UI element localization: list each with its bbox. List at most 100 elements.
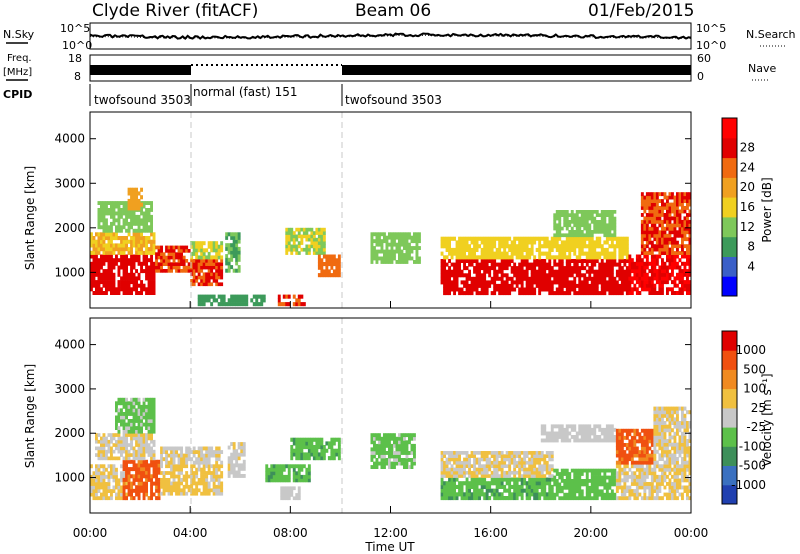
power-cell (578, 251, 582, 256)
velocity-cell (410, 443, 414, 448)
power-cell (195, 265, 199, 270)
power-cell (661, 287, 664, 292)
velocity-cell (150, 481, 153, 486)
power-cell (398, 235, 401, 240)
power-cell (560, 244, 564, 249)
velocity-cell (157, 459, 161, 464)
power-cell (455, 269, 459, 274)
power-cell (195, 244, 199, 249)
power-cell (666, 280, 669, 285)
power-cell (638, 269, 642, 274)
velocity-cell (533, 451, 537, 455)
power-cell (528, 240, 532, 245)
power-cell (548, 276, 552, 281)
power-cell (595, 273, 599, 278)
velocity-cell (152, 419, 156, 423)
power-cell (212, 262, 216, 266)
power-cell (127, 276, 131, 281)
power-cell (648, 230, 652, 235)
power-cell (543, 287, 547, 292)
power-cell (553, 216, 557, 221)
velocity-cell (280, 496, 284, 501)
power-cell (225, 246, 229, 251)
power-cell (485, 240, 489, 245)
power-cell (225, 268, 229, 273)
velocity-cell (445, 496, 449, 501)
power-cell (463, 247, 466, 252)
power-cell (215, 244, 219, 249)
power-cell (150, 247, 153, 252)
power-cell (235, 246, 239, 251)
power-cell (648, 240, 652, 245)
velocity-cell (187, 457, 191, 462)
velocity-cell (150, 408, 153, 413)
power-cell (127, 221, 131, 226)
power-cell (530, 276, 534, 281)
power-cell (240, 294, 244, 299)
velocity-cell (528, 492, 532, 497)
power-cell (538, 240, 542, 245)
power-cell (92, 269, 96, 274)
velocity-cell (465, 492, 469, 497)
velocity-cell (202, 471, 206, 475)
velocity-cell (383, 443, 386, 448)
power-cell (127, 272, 131, 277)
velocity-cell (498, 496, 502, 501)
power-cell (588, 266, 592, 271)
power-cell (132, 283, 136, 288)
velocity-cell (140, 477, 143, 482)
power-cell (390, 256, 394, 261)
power-cell (320, 258, 324, 263)
power-cell (490, 280, 494, 285)
power-cell (610, 244, 614, 249)
velocity-cell (302, 445, 306, 450)
power-cell (570, 287, 574, 292)
velocity-cell (332, 437, 336, 442)
power-cell (102, 208, 106, 212)
velocity-cell (378, 440, 381, 445)
velocity-cell (440, 496, 444, 501)
power-cell (643, 261, 647, 266)
power-cell (483, 266, 487, 271)
velocity-cell (535, 460, 539, 465)
power-cell (220, 269, 224, 273)
power-cell (585, 230, 589, 234)
power-cell (640, 258, 644, 263)
power-cell (676, 291, 679, 295)
power-cell (115, 247, 118, 252)
velocity-cell (470, 477, 474, 482)
power-cell (653, 226, 657, 231)
power-cell (525, 236, 529, 241)
power-cell (450, 269, 454, 274)
power-cell (405, 232, 409, 237)
power-cell (518, 262, 522, 267)
velocity-cell (210, 488, 214, 493)
power-cell (125, 265, 128, 270)
power-cell (220, 248, 224, 253)
power-cell (117, 250, 121, 255)
power-cell (230, 294, 234, 299)
power-cell (530, 266, 534, 271)
power-cell (555, 216, 559, 221)
power-cell (613, 233, 617, 238)
power-cell (390, 253, 394, 257)
power-cell (152, 272, 156, 277)
power-cell (317, 231, 321, 235)
power-cell (500, 251, 504, 256)
power-cell (295, 247, 299, 252)
power-cell (332, 269, 336, 274)
velocity-cell (272, 464, 276, 469)
power-cell (653, 265, 657, 270)
velocity-cell (460, 464, 464, 468)
power-cell (415, 235, 419, 240)
power-cell (117, 225, 121, 230)
power-cell (400, 232, 404, 237)
power-cell (625, 283, 629, 288)
velocity-cell (530, 467, 534, 472)
velocity-cell (115, 439, 118, 444)
power-cell (105, 276, 108, 281)
power-cell (110, 236, 113, 241)
velocity-cell (448, 492, 451, 497)
power-cell (117, 218, 121, 223)
velocity-cell (448, 488, 451, 493)
